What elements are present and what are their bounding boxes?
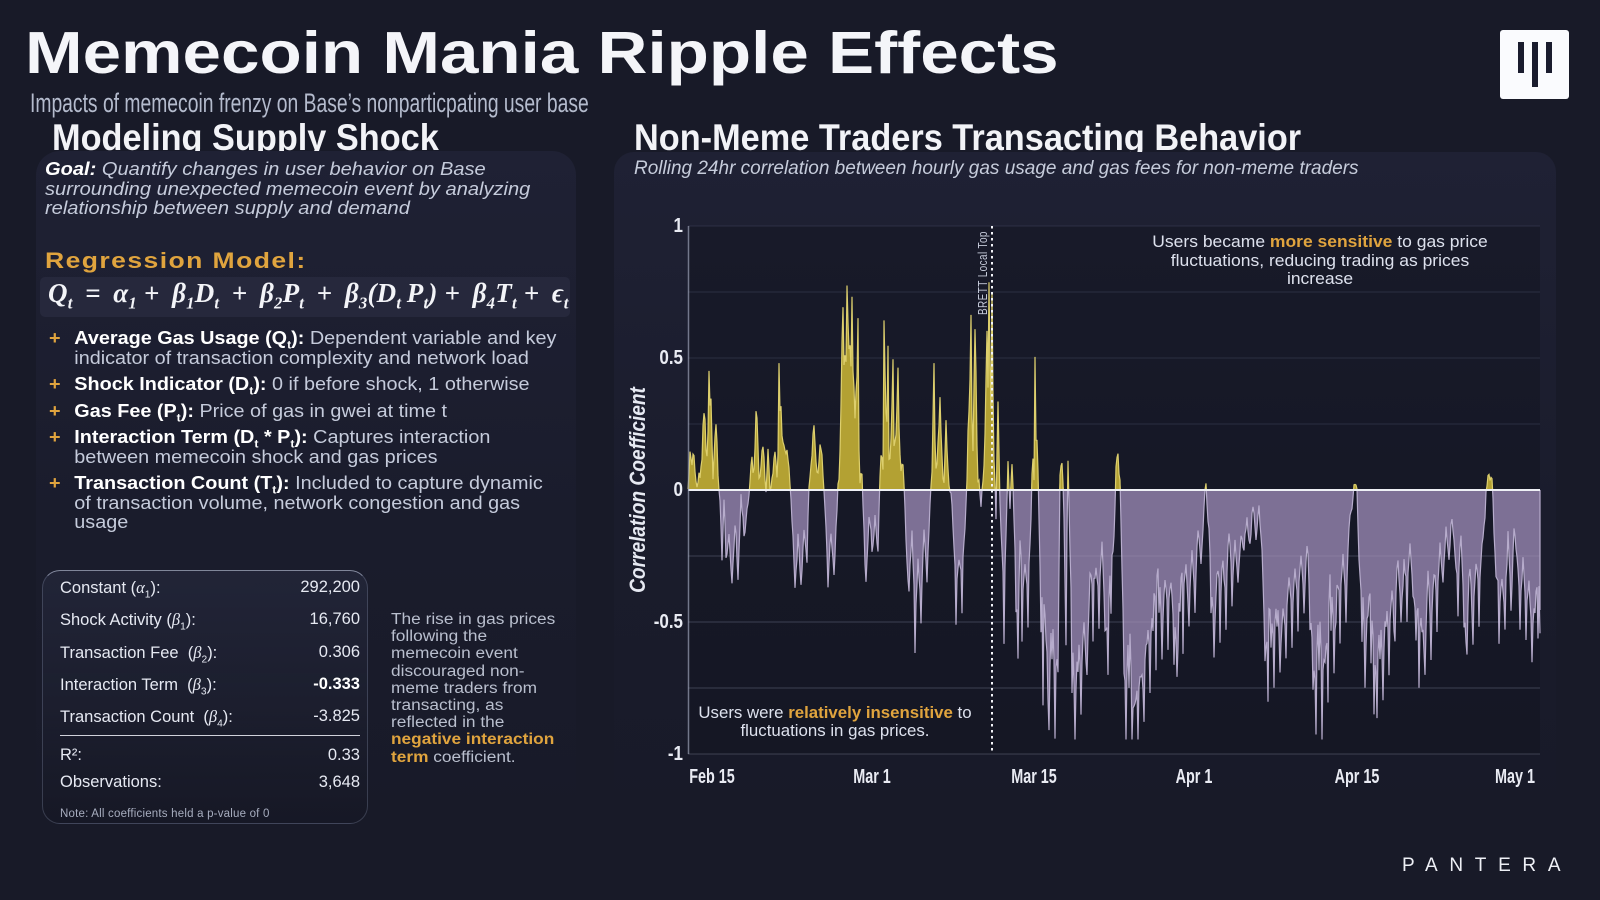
svg-text:0: 0: [674, 478, 683, 501]
svg-text:Feb 15: Feb 15: [689, 765, 735, 788]
svg-text:May 1: May 1: [1495, 765, 1535, 788]
svg-text:Mar 1: Mar 1: [853, 765, 891, 788]
svg-text:Mar 15: Mar 15: [1011, 765, 1057, 788]
svg-text:Apr 1: Apr 1: [1176, 765, 1213, 788]
svg-text:BRETT Local Top: BRETT Local Top: [977, 231, 990, 315]
svg-text:-0.5: -0.5: [654, 610, 683, 633]
svg-text:Correlation Coefficient: Correlation Coefficient: [626, 386, 651, 593]
svg-text:1: 1: [674, 214, 683, 237]
svg-text:Apr 15: Apr 15: [1335, 765, 1380, 788]
svg-text:-1: -1: [668, 742, 683, 765]
svg-text:0.5: 0.5: [659, 346, 683, 369]
